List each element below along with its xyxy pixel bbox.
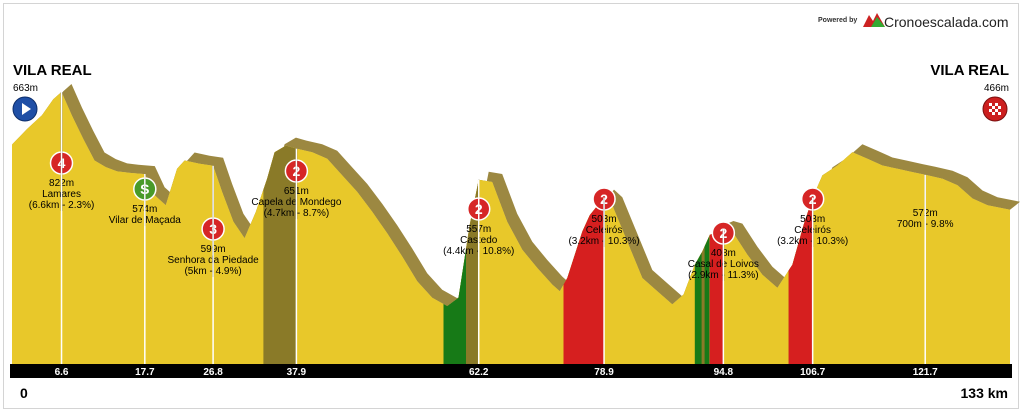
steep-section-3 (694, 252, 702, 364)
climb-marker-8: 2503mCeleirós(3.2km - 10.3%)106.7 (777, 187, 848, 378)
mountain-logo-icon[interactable] (863, 13, 885, 27)
powered-by-text: Powered by (818, 17, 858, 24)
axis-km-label: 121.7 (913, 367, 938, 378)
climb-marker-5: 2557mCastedo(4.4km - 10.8%)62.2 (443, 179, 514, 378)
axis-km-label: 106.7 (800, 367, 825, 378)
brand-name-link[interactable]: Cronoescalada.com (884, 14, 1009, 30)
checkered-flag-icon (982, 96, 1008, 122)
climb-marker-3: 3599mSenhora da Piedade(5km - 4.9%)26.8 (168, 165, 259, 378)
steep-section-4 (704, 236, 710, 364)
finish-altitude: 466m (983, 83, 1009, 94)
axis-km-label: 6.6 (55, 367, 69, 378)
axis-km-label: 37.9 (287, 367, 307, 378)
axis-km-label: 94.8 (714, 367, 734, 378)
climb-marker-4: 2651mCapela de Mondego(4.7km - 8.7%)37.9 (251, 148, 342, 378)
steep-section-2 (563, 197, 604, 364)
steep-section-5 (709, 229, 724, 364)
distance-axis-bar (10, 364, 1012, 378)
axis-km-label: 78.9 (594, 367, 614, 378)
axis-start-label: 0 (20, 385, 28, 401)
climb-marker-6: 2503mCeleirós(3.2km - 10.3%)78.9 (568, 187, 640, 378)
start-place-name: VILA REAL (13, 62, 92, 79)
axis-km-label: 62.2 (469, 367, 489, 378)
finish-place-name: VILA REAL (930, 62, 1009, 79)
profile-area-front (12, 92, 1010, 364)
chart-frame (3, 3, 1019, 409)
climb-marker-9: 572m700m - 9.8%121.7 (897, 174, 954, 378)
axis-km-label: 26.8 (203, 367, 223, 378)
climb-slope-1 (263, 145, 297, 364)
steep-section-1 (443, 249, 466, 364)
axis-end-label: 133 km (961, 385, 1008, 401)
climb-marker-7: 2408mCasal de Loivos(2.9km - 11.3%)94.8 (688, 221, 759, 378)
steep-section-6 (788, 197, 813, 364)
axis-km-label: 17.7 (135, 367, 155, 378)
climb-marker-1: 4822mLamares(6.6km - 2.3%)6.6 (29, 91, 94, 378)
start-altitude: 663m (13, 83, 39, 94)
play-arrow-icon (12, 96, 38, 122)
